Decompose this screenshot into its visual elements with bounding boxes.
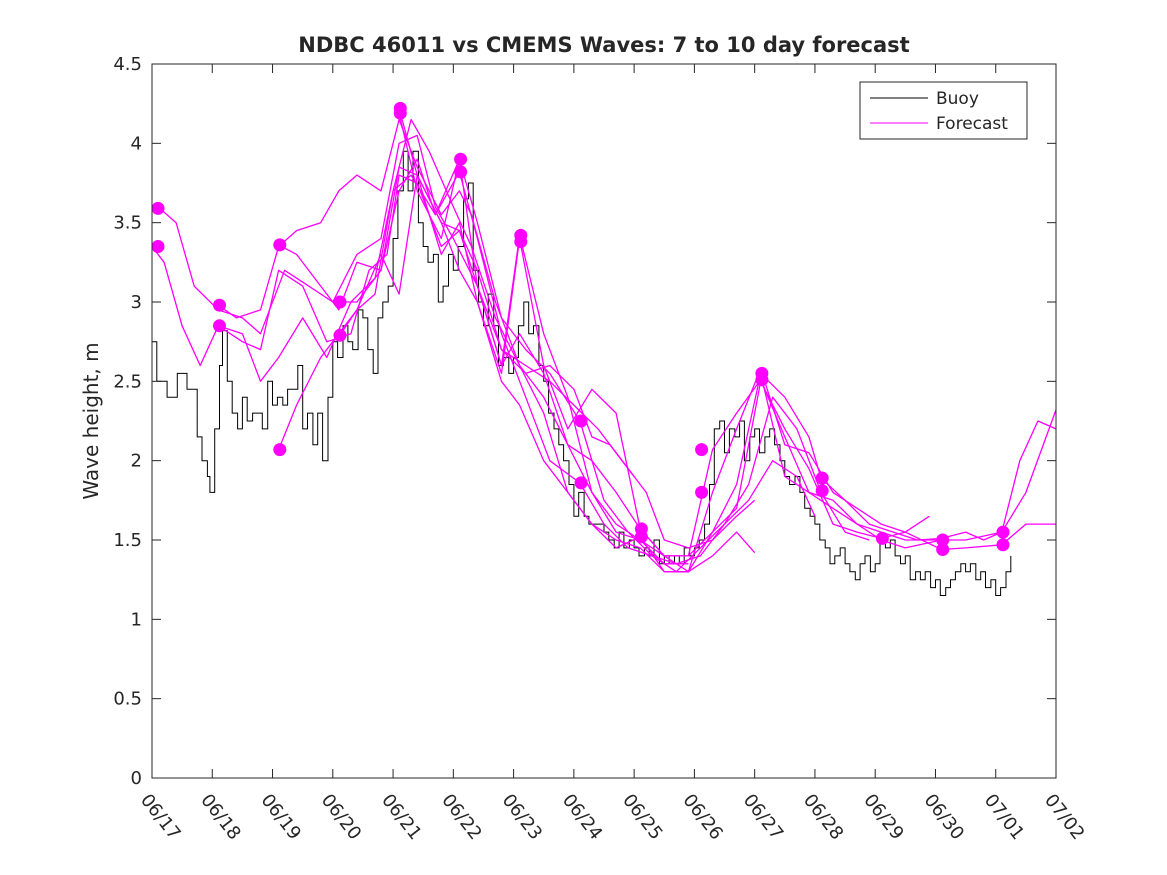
forecast-marker xyxy=(574,476,588,490)
y-tick-label: 0.5 xyxy=(113,689,142,710)
forecast-marker xyxy=(695,443,709,457)
y-tick-label: 0 xyxy=(131,768,142,789)
forecast-marker xyxy=(936,533,950,547)
y-tick-label: 3 xyxy=(131,292,142,313)
axes-box xyxy=(151,63,1057,779)
forecast-marker xyxy=(695,485,709,499)
forecast-run-line-6 xyxy=(277,171,870,565)
forecast-marker xyxy=(996,525,1010,539)
forecast-marker xyxy=(333,328,347,342)
forecast-marker xyxy=(936,543,950,556)
forecast-marker xyxy=(454,165,468,179)
y-tick-label: 2 xyxy=(131,451,142,472)
y-tick-label: 1.5 xyxy=(113,530,142,551)
forecast-marker xyxy=(815,484,829,498)
forecast-marker xyxy=(273,238,287,252)
legend-box xyxy=(859,81,1028,140)
forecast-marker xyxy=(333,295,347,309)
forecast-marker xyxy=(574,414,588,428)
forecast-marker xyxy=(514,235,528,249)
forecast-marker xyxy=(755,373,769,387)
legend-forecast-label: Forecast xyxy=(936,114,1008,134)
y-tick-label: 3.5 xyxy=(113,213,142,234)
forecast-marker xyxy=(454,152,468,166)
forecast-marker xyxy=(634,530,648,544)
y-tick-label: 2.5 xyxy=(113,371,142,392)
forecast-marker xyxy=(213,298,226,312)
forecast-marker xyxy=(213,319,226,333)
forecast-marker xyxy=(273,443,287,457)
plot-area xyxy=(151,101,1057,596)
y-axis-label: Wave height, m xyxy=(79,342,103,499)
legend-buoy-label: Buoy xyxy=(936,89,979,109)
forecast-run-line-4 xyxy=(217,174,756,549)
chart-title: NDBC 46011 vs CMEMS Waves: 7 to 10 day f… xyxy=(298,33,909,57)
forecast-marker xyxy=(875,531,889,545)
forecast-marker xyxy=(151,240,165,253)
forecast-run-line-9 xyxy=(398,108,1056,573)
y-tick-label: 4 xyxy=(131,133,142,154)
legend: Buoy Forecast xyxy=(859,81,1028,140)
forecast-marker xyxy=(996,538,1010,552)
y-tick-label: 4.5 xyxy=(113,54,142,75)
buoy-series-line xyxy=(152,150,1012,596)
forecast-marker xyxy=(815,471,829,485)
y-tick-label: 1 xyxy=(131,609,142,630)
forecast-marker xyxy=(151,201,165,215)
forecast-run-line-2 xyxy=(157,134,635,477)
forecast-run-line-11 xyxy=(760,372,1057,541)
forecast-marker xyxy=(393,106,407,120)
forecast-run-line-8 xyxy=(338,174,942,573)
